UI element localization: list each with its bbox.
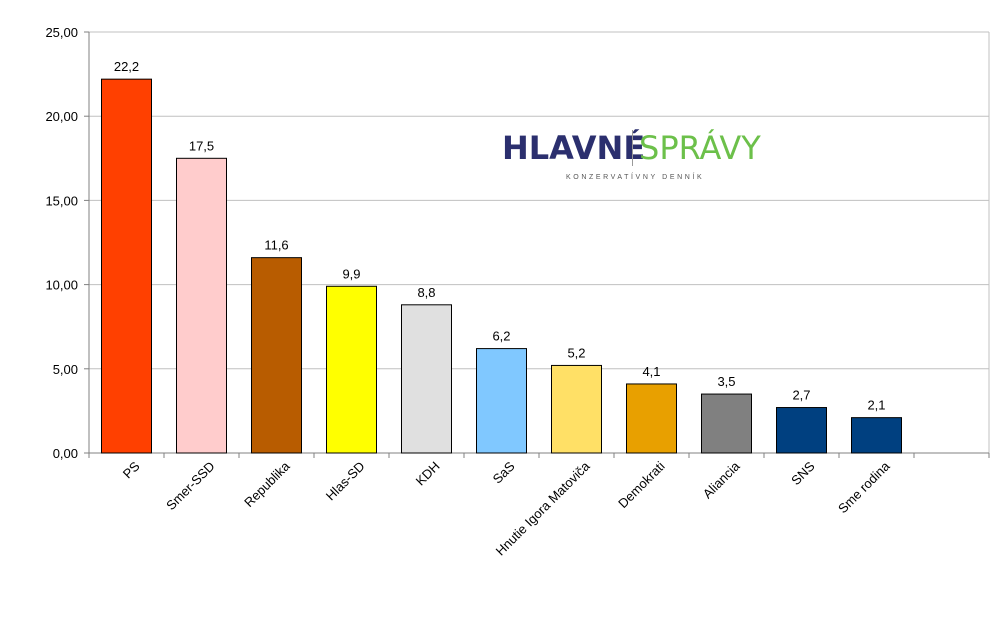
axes: 0,00 5,00 10,00 15,00 20,00 25,00 bbox=[45, 25, 990, 461]
data-label: 3,5 bbox=[717, 374, 735, 389]
category-label: Aliancia bbox=[700, 458, 743, 501]
logo-left-text: HLAVNÉ bbox=[502, 129, 646, 167]
y-tick-label: 20,00 bbox=[45, 109, 78, 124]
bar-sas bbox=[476, 348, 527, 454]
y-tick-label: 15,00 bbox=[45, 193, 78, 208]
data-label: 8,8 bbox=[417, 285, 435, 300]
bar-aliancia bbox=[701, 393, 752, 454]
y-tick-label: 10,00 bbox=[45, 278, 78, 293]
y-tick-label: 5,00 bbox=[53, 362, 78, 377]
bar-republika bbox=[251, 257, 302, 454]
bar-sns bbox=[776, 407, 827, 454]
category-label: Sme rodina bbox=[835, 458, 893, 516]
data-label: 5,2 bbox=[567, 345, 585, 360]
bar-hlas-sd bbox=[326, 285, 377, 454]
hlavne-spravy-logo: HLAVNÉ SPRÁVY KONZERVATÍVNY DENNÍK bbox=[500, 128, 762, 188]
category-label: SNS bbox=[788, 458, 818, 488]
category-label: SaS bbox=[490, 458, 518, 486]
logo-divider bbox=[632, 130, 633, 166]
y-tick-label: 0,00 bbox=[53, 446, 78, 461]
category-label: PS bbox=[120, 458, 143, 481]
data-label: 22,2 bbox=[114, 59, 139, 74]
category-label: Demokrati bbox=[615, 458, 668, 511]
category-label: Republika bbox=[241, 458, 293, 510]
grid-lines bbox=[89, 31, 990, 453]
logo-right-text: SPRÁVY bbox=[639, 129, 761, 167]
data-label: 9,9 bbox=[342, 266, 360, 281]
category-label: Hlas-SD bbox=[323, 459, 368, 504]
bar-smer-ssd bbox=[176, 157, 227, 454]
data-label: 11,6 bbox=[264, 238, 288, 253]
bar-sme-rodina bbox=[851, 417, 902, 454]
data-label: 6,2 bbox=[492, 329, 510, 344]
logo-tagline: KONZERVATÍVNY DENNÍK bbox=[566, 174, 705, 181]
data-label: 4,1 bbox=[642, 364, 660, 379]
bar-demokrati bbox=[626, 383, 677, 454]
category-label: Smer-SSD bbox=[163, 459, 218, 514]
y-tick-label: 25,00 bbox=[45, 25, 78, 40]
data-label: 17,5 bbox=[189, 138, 214, 153]
category-label: KDH bbox=[413, 459, 443, 489]
bars bbox=[101, 78, 902, 454]
data-label: 2,7 bbox=[792, 388, 810, 403]
data-label: 2,1 bbox=[867, 398, 885, 413]
bar-ps bbox=[101, 78, 152, 454]
bar-kdh bbox=[401, 304, 452, 454]
bar-hnutie-igora-matovi-a bbox=[551, 364, 602, 454]
